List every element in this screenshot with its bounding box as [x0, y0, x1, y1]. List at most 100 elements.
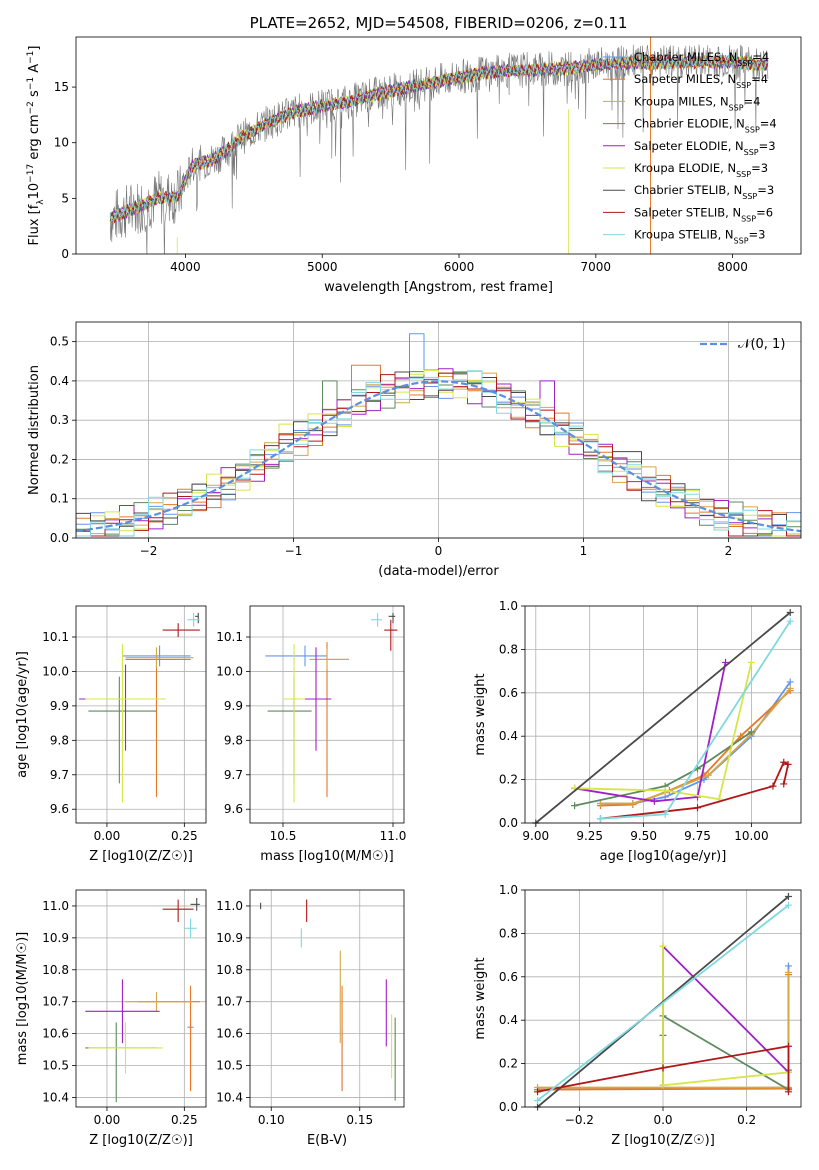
- mass_weight_vs_age-weight-line: [600, 687, 791, 805]
- mass_weight_vs_Z-ytick-label: 0.4: [499, 1013, 518, 1027]
- mass_weight_vs_Z-ytick-label: 0.0: [499, 1100, 518, 1114]
- spectrum-xtick-label: 6000: [444, 260, 475, 274]
- mass_weight_vs_age-weight-line: [600, 681, 791, 805]
- mass_weight_vs_age-xtick-label: 9.75: [684, 829, 711, 843]
- mass_weight_vs_Z-weight-line: [537, 1045, 790, 1093]
- mass_vs_EBV-xtick-label: 0.15: [346, 1113, 373, 1127]
- mass_weight_vs_Z-ytick-label: 0.8: [499, 926, 518, 940]
- mass_vs_Z-xtick-label: 0.25: [171, 1113, 198, 1127]
- residual_hist-xtick-label: −1: [285, 544, 303, 558]
- mass_weight_vs_age-weight-marker: [780, 780, 788, 788]
- mass_weight_vs_age-ytick-label: 0.2: [499, 773, 518, 787]
- mass_vs_EBV-frame: [249, 889, 405, 1108]
- mass_weight_vs_Z-weight-marker: [659, 942, 667, 950]
- mass_weight_vs_Z-ytick-label: 0.2: [499, 1057, 518, 1071]
- mass_weight_vs_age-weight-marker: [780, 758, 788, 766]
- mass_weight_vs_age-xtick-label: 10.00: [734, 829, 768, 843]
- residual_hist-xtick-label: 0: [435, 544, 443, 558]
- mass_weight_vs_age-frame: [524, 605, 802, 824]
- mass_weight_vs_Z-weight-line: [536, 904, 790, 1102]
- mass_weight_vs_age-xtick-label: 9.25: [576, 829, 603, 843]
- residual_hist-xtick-label: −2: [140, 544, 158, 558]
- mass_vs_Z-frame: [75, 889, 207, 1108]
- mass_weight_vs_age-weight-marker: [571, 802, 579, 810]
- spectrum-legend-label: Salpeter STELIB, NSSP=6: [634, 205, 773, 223]
- mass_weight_vs_Z-weight-marker: [784, 901, 792, 909]
- mass_weight_vs_age-weight-marker: [769, 782, 777, 790]
- residual_hist-ytick-label: 0.5: [50, 335, 69, 349]
- mass_weight_vs_Z-weight-marker: [534, 1096, 542, 1104]
- age_vs_mass-ytick-label: 10.1: [216, 630, 243, 644]
- mass_weight_vs_Z-xtick-label: −0.2: [565, 1113, 594, 1127]
- mass_weight_vs_age-weight-marker: [786, 609, 794, 617]
- spectrum-title: PLATE=2652, MJD=54508, FIBERID=0206, z=0…: [250, 14, 628, 32]
- mass_weight_vs_age-ytick-label: 0.0: [499, 816, 518, 830]
- spectrum-legend-label: Kroupa ELODIE, NSSP=3: [634, 161, 768, 179]
- spectrum-legend-label: Chabrier MILES, NSSP=4: [634, 50, 769, 68]
- spectrum-ytick-label: 0: [61, 247, 69, 261]
- spectrum-legend-label: Kroupa STELIB, NSSP=3: [634, 228, 765, 246]
- normal-reference-curve: [76, 380, 801, 533]
- mass_weight_vs_Z-weight-marker: [784, 968, 792, 976]
- spectrum-legend-label: Kroupa MILES, NSSP=4: [634, 94, 760, 112]
- spectrum-frame: [75, 36, 802, 255]
- mass_weight_vs_age-xtick-label: 9.00: [522, 829, 549, 843]
- residual_hist-ytick-label: 0.2: [50, 452, 69, 466]
- mass_weight_vs_Z-weight-marker: [784, 1088, 792, 1096]
- mass_vs_EBV-ytick-label: 10.4: [216, 1090, 243, 1104]
- mass_weight_vs_age-ytick-label: 1.0: [499, 599, 518, 613]
- mass_weight_vs_age-weight-marker: [786, 678, 794, 686]
- mass_weight_vs_age-weight-marker: [596, 799, 604, 807]
- spectrum-legend-label: Salpeter MILES, NSSP=4: [634, 72, 768, 90]
- mass_weight_vs_age-xlabel: age [log10(age/yr)]: [600, 849, 727, 864]
- mass_vs_EBV-ytick-label: 11.0: [216, 899, 243, 913]
- age_vs_Z-ylabel: age [log10(age/yr)]: [15, 651, 30, 778]
- mass_vs_Z-ytick-label: 11.0: [42, 899, 69, 913]
- mass_vs_Z-xlabel: Z [log10(Z/Z☉)]: [89, 1133, 193, 1148]
- spectrum-xlabel: wavelength [Angstrom, rest frame]: [324, 280, 553, 295]
- residual_hist-ytick-label: 0.0: [50, 531, 69, 545]
- mass_weight_vs_Z-weight-marker: [784, 1042, 792, 1050]
- mass_weight_vs_age-ylabel: mass weight: [473, 673, 488, 755]
- mass_weight_vs_age-weight-marker: [704, 771, 712, 779]
- mass_weight_vs_age-ytick-label: 0.4: [499, 729, 518, 743]
- spectrum-ylabel: Flux [fλ10−17 erg cm−2 s−1 A−1]: [26, 46, 46, 246]
- mass_weight_vs_Z-xtick-label: 0.0: [653, 1113, 672, 1127]
- mass_weight_vs_age-weight-line: [535, 611, 791, 823]
- mass_weight_vs_age-weight-line: [600, 689, 791, 807]
- age_vs_Z-ytick-label: 10.1: [42, 630, 69, 644]
- spectrum-xtick-label: 8000: [717, 260, 748, 274]
- spectrum-ytick-label: 5: [61, 191, 69, 205]
- residual_hist-xlabel: (data-model)/error: [378, 564, 499, 579]
- mass_vs_EBV-ytick-label: 10.5: [216, 1059, 243, 1073]
- mass_weight_vs_Z-ylabel: mass weight: [473, 957, 488, 1039]
- mass_vs_Z-ytick-label: 10.7: [42, 995, 69, 1009]
- residual_hist-xtick-label: 2: [725, 544, 733, 558]
- mass_vs_Z-ytick-label: 10.4: [42, 1090, 69, 1104]
- mass_weight_vs_age-weight-marker: [786, 684, 794, 692]
- mass_vs_Z-ylabel: mass [log10(M/M☉)]: [15, 932, 30, 1065]
- mass_vs_EBV-ytick-label: 10.6: [216, 1027, 243, 1041]
- spectrum-ytick-label: 10: [54, 136, 69, 150]
- age_vs_Z-xlabel: Z [log10(Z/Z☉)]: [89, 849, 193, 864]
- spectrum-legend-label: Chabrier STELIB, NSSP=3: [634, 183, 774, 201]
- mass_weight_vs_age-weight-marker: [747, 658, 755, 666]
- spectrum-xtick-label: 4000: [170, 260, 201, 274]
- age_vs_mass-ytick-label: 9.9: [224, 699, 243, 713]
- mass_weight_vs_age-ytick-label: 0.8: [499, 642, 518, 656]
- mass_weight_vs_age-weight-marker: [747, 728, 755, 736]
- spectrum-model-line: [109, 54, 769, 221]
- residual_hist-ylabel: Normed distribution: [27, 365, 42, 495]
- mass_vs_Z-xtick-label: 0.00: [94, 1113, 121, 1127]
- age_vs_Z-ytick-label: 9.7: [50, 768, 69, 782]
- spectrum-legend-label: Salpeter ELODIE, NSSP=3: [634, 139, 776, 157]
- mass_weight_vs_age-weight-marker: [661, 786, 669, 794]
- mass_vs_Z-ytick-label: 10.5: [42, 1059, 69, 1073]
- mass_weight_vs_age-weight-marker: [694, 804, 701, 812]
- mass_weight_vs_Z-ytick-label: 1.0: [499, 883, 518, 897]
- mass_vs_EBV-xtick-label: 0.10: [258, 1113, 285, 1127]
- spectrum-ytick-label: 15: [54, 80, 69, 94]
- residual_hist-ytick-label: 0.1: [50, 492, 69, 506]
- age_vs_Z-ytick-label: 10.0: [42, 664, 69, 678]
